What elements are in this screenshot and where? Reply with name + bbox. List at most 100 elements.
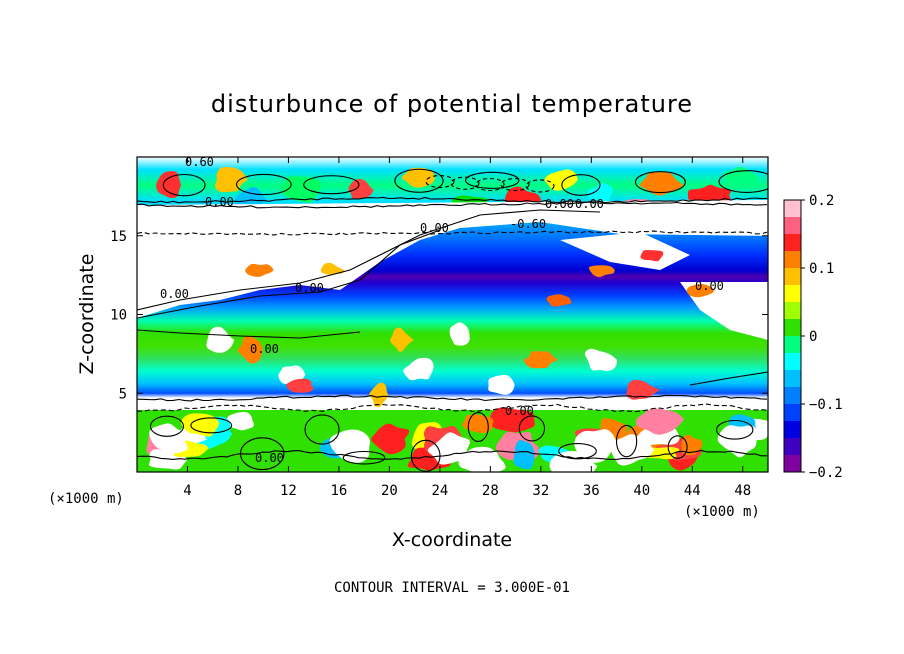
contour-loop xyxy=(303,175,360,195)
contour-loop xyxy=(162,173,206,197)
contour-interval-note: CONTOUR INTERVAL = 3.000E-01 xyxy=(334,580,570,596)
contour-loop xyxy=(410,439,441,472)
contour-loop xyxy=(342,450,386,465)
upper-patch xyxy=(587,182,613,206)
contour-loop xyxy=(561,174,601,196)
boundary-patch xyxy=(513,440,535,470)
colorbar-swatch xyxy=(784,438,801,456)
upper-patch xyxy=(687,184,732,204)
upper-patch xyxy=(544,169,578,191)
contour-loop xyxy=(467,411,489,443)
boundary-patch xyxy=(490,407,535,433)
contour-label: 0.60 xyxy=(185,155,214,169)
contour-line xyxy=(137,229,441,319)
colorbar-swatch xyxy=(784,336,801,354)
contour-label: 0.00 xyxy=(575,197,604,211)
contour-loop xyxy=(715,419,754,440)
contour-loop xyxy=(558,442,597,460)
contour-loop xyxy=(718,170,768,193)
x-tick-label: 16 xyxy=(330,483,347,499)
colorbar-tick-label: −0.2 xyxy=(809,465,843,481)
contour-loop xyxy=(634,171,686,194)
colorbar-swatch xyxy=(784,421,801,439)
x-tick-label: 40 xyxy=(633,483,650,499)
midlevel-plume xyxy=(390,327,414,352)
contour-label: 0.00 xyxy=(255,451,284,465)
colorbar-swatch xyxy=(784,319,801,337)
contour-label: -0.60 xyxy=(510,217,546,231)
boundary-patch xyxy=(611,434,655,466)
contour-line xyxy=(137,201,768,209)
boundary-patch xyxy=(181,413,220,437)
contour-loop-dashed xyxy=(525,179,555,193)
colorbar-swatch xyxy=(784,455,801,473)
contour-label: 0.00 xyxy=(205,195,234,209)
midlevel-plume xyxy=(626,379,660,400)
contour-line xyxy=(137,449,767,460)
contour-label: 0.00 xyxy=(545,197,574,211)
upper-patch xyxy=(640,172,684,196)
contour-lines xyxy=(137,168,768,472)
contour-line xyxy=(137,394,768,402)
contour-loop xyxy=(149,415,185,437)
x-unit-label-left: (×1000 m) xyxy=(48,491,124,507)
fringe-patch xyxy=(320,262,345,275)
boundary-white-cell xyxy=(574,429,618,463)
midlevel-plume xyxy=(488,374,515,395)
colorbar-swatch xyxy=(784,404,801,422)
colorbar-swatch xyxy=(784,217,801,235)
contour-loop xyxy=(615,424,638,458)
colorbar-swatch xyxy=(784,268,801,286)
colorbar-swatch xyxy=(784,353,801,371)
contour-label: 0.00 xyxy=(295,281,324,295)
x-tick-label: 4 xyxy=(183,483,191,499)
colorbar-swatch xyxy=(784,200,801,218)
contour-loop xyxy=(190,417,233,434)
x-tick-label: 28 xyxy=(482,483,499,499)
contour-loop-dashed xyxy=(450,176,480,190)
contour-label: 0.00 xyxy=(505,404,534,418)
contour-loop xyxy=(304,414,340,445)
y-tick-label: 5 xyxy=(119,386,127,402)
midlevel-plume xyxy=(449,322,470,346)
colorbar-tick-label: −0.1 xyxy=(809,397,843,413)
contour-line xyxy=(137,196,768,204)
colorbar-swatch xyxy=(784,234,801,252)
contour-label: 0.00 xyxy=(420,221,449,235)
colorbar-swatch xyxy=(784,285,801,303)
x-tick-label: 36 xyxy=(583,483,600,499)
tropopause-tongue xyxy=(137,200,768,318)
midlevel-plume xyxy=(286,378,314,393)
fringe-patch xyxy=(640,249,664,262)
upper-patch xyxy=(214,166,248,193)
contour-loop xyxy=(518,415,546,442)
midlevel-plume xyxy=(584,348,618,372)
colorbar-tick-label: 0.2 xyxy=(809,193,834,209)
contour-loop-dashed xyxy=(425,174,455,189)
y-axis-ticks: 5 10 15 xyxy=(110,229,768,402)
colorbar-tick-label: 0 xyxy=(809,329,817,345)
y-tick-label: 15 xyxy=(110,229,127,245)
fringe-patch xyxy=(546,294,572,307)
midlevel-plume xyxy=(206,326,235,353)
chart-title: disturbunce of potential temperature xyxy=(211,90,693,118)
fringe-patch xyxy=(588,265,615,278)
contour-line xyxy=(137,329,361,339)
contour-loop xyxy=(239,437,285,471)
y-axis-title: Z-coordinate xyxy=(76,254,98,375)
contour-label: 0.00 xyxy=(250,342,279,356)
x-tick-label: 32 xyxy=(532,483,549,499)
contour-loop-dashed xyxy=(500,177,530,192)
contour-loop xyxy=(235,173,292,196)
contour-loop-dashed xyxy=(475,177,505,192)
contour-loop xyxy=(464,171,520,189)
x-tick-label: 48 xyxy=(734,483,751,499)
x-unit-label-right: (×1000 m) xyxy=(684,504,760,520)
x-axis-title: X-coordinate xyxy=(392,529,512,551)
heatmap-layer: 0.600.000.00 -0.600.00 0.000.000.000.000.0… xyxy=(137,155,768,472)
fringe-patch xyxy=(245,263,274,277)
x-tick-label: 12 xyxy=(280,483,297,499)
midlevel-plume xyxy=(237,336,263,364)
contour-label: 0.00 xyxy=(695,279,724,293)
